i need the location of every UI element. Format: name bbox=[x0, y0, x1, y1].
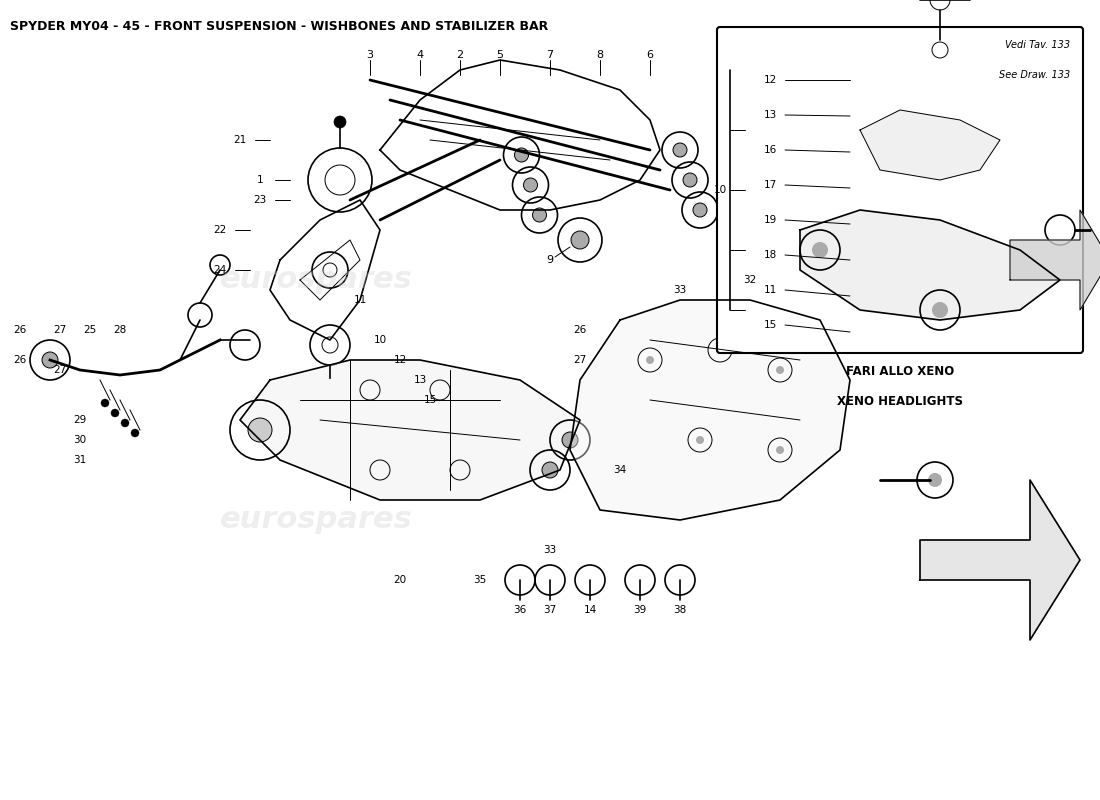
Text: 22: 22 bbox=[213, 225, 227, 235]
Text: 1: 1 bbox=[256, 175, 263, 185]
Text: 12: 12 bbox=[763, 75, 777, 85]
Circle shape bbox=[248, 418, 272, 442]
Circle shape bbox=[932, 302, 948, 318]
Text: 10: 10 bbox=[714, 185, 727, 195]
Polygon shape bbox=[1010, 210, 1100, 310]
Circle shape bbox=[101, 399, 109, 407]
Text: 33: 33 bbox=[543, 545, 557, 555]
Text: 12: 12 bbox=[394, 355, 407, 365]
Text: 16: 16 bbox=[763, 145, 777, 155]
Text: 7: 7 bbox=[547, 50, 553, 60]
Text: 38: 38 bbox=[673, 605, 686, 615]
Circle shape bbox=[131, 429, 139, 437]
Text: 9: 9 bbox=[547, 255, 553, 265]
Text: 4: 4 bbox=[417, 50, 424, 60]
Text: 14: 14 bbox=[583, 605, 596, 615]
Text: 8: 8 bbox=[596, 50, 604, 60]
Polygon shape bbox=[800, 210, 1060, 320]
Text: 18: 18 bbox=[763, 250, 777, 260]
Text: 11: 11 bbox=[763, 285, 777, 295]
Text: 27: 27 bbox=[573, 355, 586, 365]
Text: 27: 27 bbox=[54, 325, 67, 335]
FancyBboxPatch shape bbox=[717, 27, 1084, 353]
Text: FARI ALLO XENO: FARI ALLO XENO bbox=[846, 365, 954, 378]
Circle shape bbox=[928, 473, 942, 487]
Polygon shape bbox=[570, 300, 850, 520]
Text: 25: 25 bbox=[84, 325, 97, 335]
Circle shape bbox=[121, 419, 129, 427]
Text: 17: 17 bbox=[763, 180, 777, 190]
Circle shape bbox=[42, 352, 58, 368]
Text: 36: 36 bbox=[514, 605, 527, 615]
Circle shape bbox=[334, 116, 346, 128]
Circle shape bbox=[812, 242, 828, 258]
Circle shape bbox=[683, 173, 697, 187]
Circle shape bbox=[532, 208, 547, 222]
Text: See Draw. 133: See Draw. 133 bbox=[999, 70, 1070, 80]
Circle shape bbox=[562, 432, 578, 448]
Text: 37: 37 bbox=[543, 605, 557, 615]
Text: 15: 15 bbox=[424, 395, 437, 405]
Text: 5: 5 bbox=[496, 50, 504, 60]
Text: eurospares: eurospares bbox=[220, 506, 412, 534]
Text: SPYDER MY04 - 45 - FRONT SUSPENSION - WISHBONES AND STABILIZER BAR: SPYDER MY04 - 45 - FRONT SUSPENSION - WI… bbox=[10, 20, 548, 33]
Text: 21: 21 bbox=[233, 135, 246, 145]
Circle shape bbox=[776, 366, 784, 374]
Circle shape bbox=[524, 178, 538, 192]
Polygon shape bbox=[240, 360, 580, 500]
Text: 27: 27 bbox=[54, 365, 67, 375]
Circle shape bbox=[673, 143, 688, 157]
Polygon shape bbox=[860, 110, 1000, 180]
Text: 26: 26 bbox=[13, 325, 26, 335]
Circle shape bbox=[716, 346, 724, 354]
Text: eurospares: eurospares bbox=[220, 266, 412, 294]
Text: 6: 6 bbox=[647, 50, 653, 60]
Text: 11: 11 bbox=[353, 295, 366, 305]
Circle shape bbox=[693, 203, 707, 217]
Text: 35: 35 bbox=[473, 575, 486, 585]
Text: 29: 29 bbox=[74, 415, 87, 425]
Text: 24: 24 bbox=[213, 265, 227, 275]
Circle shape bbox=[111, 409, 119, 417]
Text: 13: 13 bbox=[414, 375, 427, 385]
Text: XENO HEADLIGHTS: XENO HEADLIGHTS bbox=[837, 395, 962, 408]
Circle shape bbox=[646, 356, 654, 364]
Text: 2: 2 bbox=[456, 50, 463, 60]
Circle shape bbox=[776, 446, 784, 454]
Text: 13: 13 bbox=[763, 110, 777, 120]
Text: 34: 34 bbox=[614, 465, 627, 475]
Text: 20: 20 bbox=[394, 575, 407, 585]
Text: 15: 15 bbox=[763, 320, 777, 330]
Text: 19: 19 bbox=[763, 215, 777, 225]
Text: 30: 30 bbox=[74, 435, 87, 445]
Text: 26: 26 bbox=[573, 325, 586, 335]
Circle shape bbox=[571, 231, 588, 249]
Text: 33: 33 bbox=[673, 285, 686, 295]
Circle shape bbox=[515, 148, 528, 162]
Text: 23: 23 bbox=[253, 195, 266, 205]
Circle shape bbox=[696, 436, 704, 444]
Text: 39: 39 bbox=[634, 605, 647, 615]
Text: 26: 26 bbox=[13, 355, 26, 365]
Circle shape bbox=[542, 462, 558, 478]
Text: 28: 28 bbox=[113, 325, 127, 335]
Polygon shape bbox=[920, 480, 1080, 640]
Text: 10: 10 bbox=[373, 335, 386, 345]
Text: 3: 3 bbox=[366, 50, 374, 60]
Text: 31: 31 bbox=[74, 455, 87, 465]
Text: Vedi Tav. 133: Vedi Tav. 133 bbox=[1005, 40, 1070, 50]
Text: 32: 32 bbox=[744, 275, 757, 285]
